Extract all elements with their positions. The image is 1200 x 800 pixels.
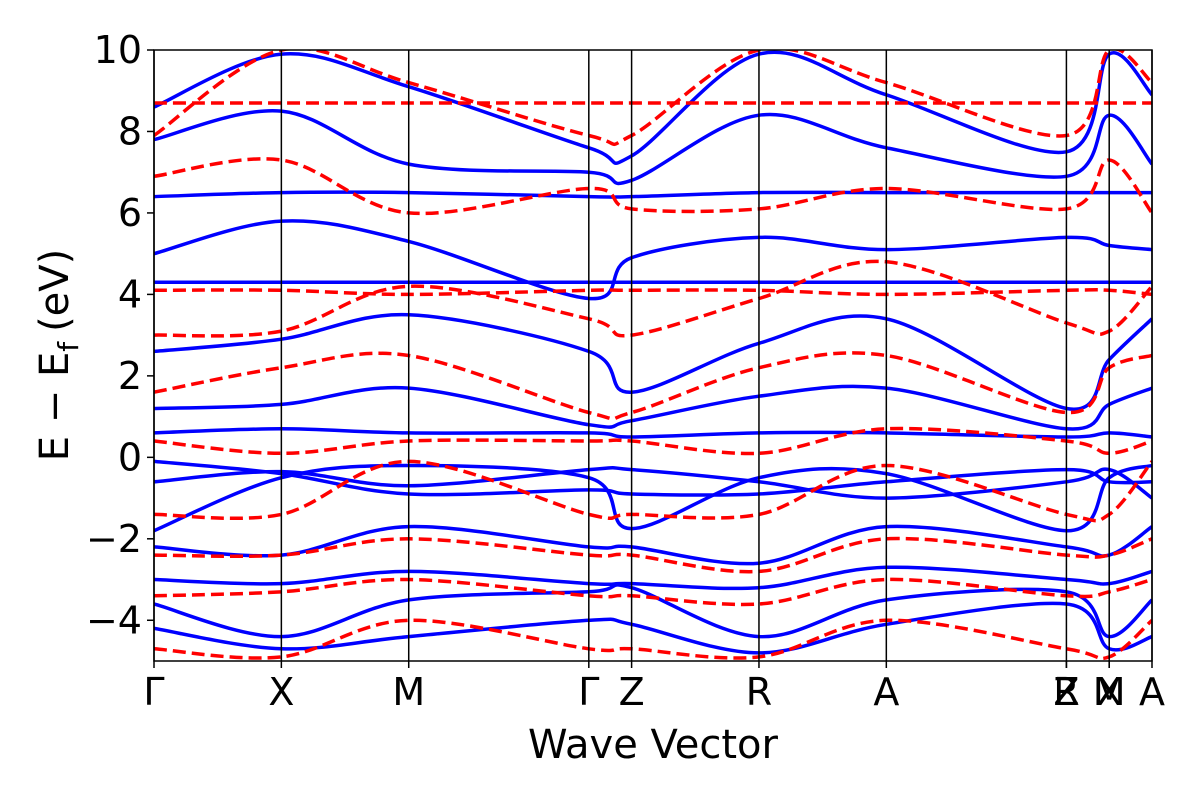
band-dashed [154, 618, 1152, 661]
y-tick-label: 10 [94, 28, 142, 72]
y-tick-label: −2 [86, 517, 142, 561]
y-axis-label: E − Ef (eV) [32, 249, 85, 462]
x-tick-label: Γ [143, 670, 164, 714]
band-dashed [154, 50, 1152, 146]
band-dashed [154, 157, 1152, 216]
x-tick-label: Z [1053, 670, 1079, 714]
y-axis-label-main: E − E [32, 352, 78, 462]
x-tick-label: R [1053, 670, 1079, 714]
band-solid [154, 601, 1152, 655]
x-tick-label: X [1096, 670, 1122, 714]
y-axis-label-unit: (eV) [32, 249, 78, 332]
band-dashed [154, 351, 1152, 421]
x-axis-label: Wave Vector [528, 722, 779, 768]
plot-frame [153, 49, 1153, 662]
x-tick-label: A [1139, 670, 1165, 714]
x-tick-label: X [268, 670, 294, 714]
x-tick-label: Z [619, 670, 645, 714]
band-solid [154, 108, 1152, 186]
plot-background [154, 50, 1152, 661]
y-tick-label: 8 [118, 109, 142, 153]
band-solid [154, 463, 1152, 533]
x-tick-label: M [392, 670, 425, 714]
y-tick-label: 4 [118, 272, 142, 316]
x-tick-label: A [873, 670, 899, 714]
y-tick-label: 2 [118, 354, 142, 398]
x-tick-label: Γ [578, 670, 599, 714]
x-tick-label: R [746, 670, 772, 714]
x-axis-ticks: Γ X M Γ Z R A ZR XM A [143, 661, 1165, 714]
y-axis-label-subscript: f [52, 341, 85, 352]
y-tick-label: −4 [86, 598, 142, 642]
y-tick-label: 6 [118, 191, 142, 235]
band-solid [154, 312, 1152, 411]
x-tick-label: M [1093, 670, 1126, 714]
y-tick-label: 0 [118, 435, 142, 479]
band-solid [154, 583, 1152, 639]
y-axis-ticks: −4 −2 0 2 4 6 8 10 [86, 28, 154, 642]
